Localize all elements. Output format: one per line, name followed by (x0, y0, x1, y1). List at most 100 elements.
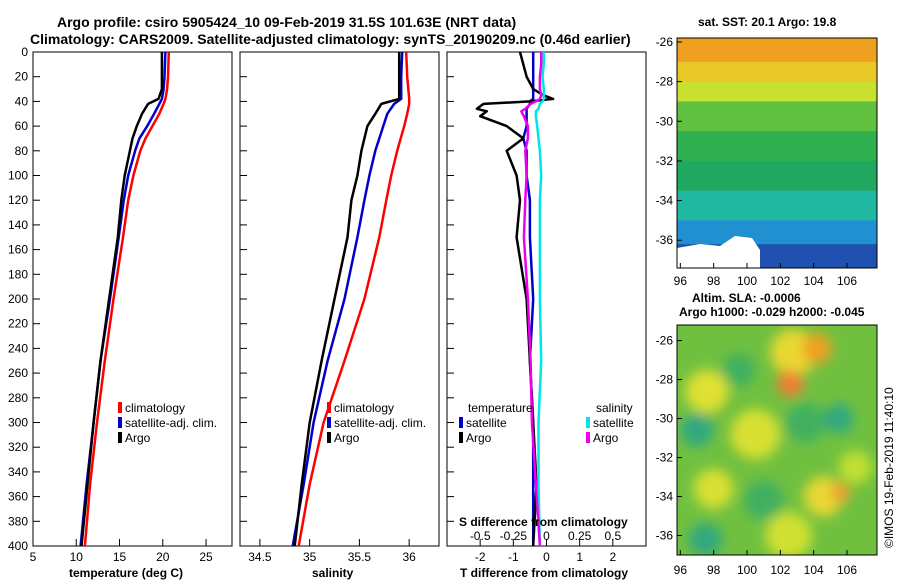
map-lon-label: 106 (837, 274, 857, 288)
legend-s-argo: Argo (593, 431, 619, 445)
sla-anomaly-blob (838, 450, 872, 484)
map-lon-label: 98 (707, 274, 721, 288)
temperature-x-label: temperature (deg C) (69, 566, 183, 580)
s-tick-label: 0 (543, 529, 550, 543)
sla-anomaly-blob (823, 403, 854, 434)
map-lat-label: -36 (656, 529, 674, 543)
legend-swatch-satellite (327, 417, 331, 428)
series-line-s-satellite (534, 52, 546, 546)
legend-satellite-adj: satellite-adj. clim. (125, 416, 217, 430)
series-line-climatology (297, 52, 411, 546)
depth-tick-label: 360 (8, 490, 28, 504)
difference-panel: -2 -1 0 1 2 -0.5 -0.25 0 0.25 0.5 (470, 52, 621, 564)
x-tick-label: 10 (70, 550, 84, 564)
depth-tick-label: 200 (8, 292, 28, 306)
legend-swatch-t-satellite (459, 417, 463, 428)
depth-tick-label: 180 (8, 267, 28, 281)
s-tick-label: -0.5 (470, 529, 491, 543)
s-tick-label: -0.25 (500, 529, 528, 543)
map-lon-label: 104 (804, 563, 824, 577)
salinity-panel: 34.5 35 35.5 36 (248, 52, 416, 564)
depth-tick-label: 60 (15, 119, 29, 133)
depth-tick-label: 100 (8, 169, 28, 183)
sst-map (677, 38, 877, 268)
temperature-legend: climatology satellite-adj. clim. Argo (118, 401, 217, 445)
legend-swatch-argo (118, 432, 122, 443)
map-lon-label: 104 (804, 274, 824, 288)
x-tick-label: 5 (30, 550, 37, 564)
depth-tick-label: 340 (8, 465, 28, 479)
s-difference-x-label: S difference from climatology (459, 515, 628, 529)
map-lat-label: -28 (656, 373, 674, 387)
sla-anomaly-blob (693, 468, 734, 509)
figure-title-line2: Climatology: CARS2009. Satellite-adjuste… (30, 31, 631, 47)
depth-tick-label: 120 (8, 193, 28, 207)
legend-climatology: climatology (125, 401, 185, 415)
sla-map (677, 325, 877, 555)
series-line-s-argo (520, 52, 543, 546)
salinity-panel-frame (239, 51, 440, 547)
depth-tick-label: 240 (8, 341, 28, 355)
sla-anomaly-blob (685, 369, 729, 413)
depth-tick-label: 80 (15, 144, 29, 158)
sla-anomaly-blob (785, 402, 826, 443)
sst-band (677, 160, 877, 192)
map-lat-label: -32 (656, 154, 674, 168)
map-lon-label: 100 (737, 274, 757, 288)
s-tick-label: 0.25 (568, 529, 592, 543)
map-lat-label: -30 (656, 114, 674, 128)
legend-climatology: climatology (334, 401, 394, 415)
sla-anomaly-blob (688, 522, 722, 555)
map-lon-label: 102 (770, 274, 790, 288)
x-tick-label: 25 (199, 550, 213, 564)
difference-panel-frame (446, 51, 647, 547)
legend-satellite-adj: satellite-adj. clim. (334, 416, 426, 430)
sla-anomaly-blob (765, 512, 812, 555)
sst-band (677, 61, 877, 83)
sla-anomaly-blob (777, 370, 804, 397)
figure-title-line1: Argo profile: csiro 5905424_10 09-Feb-20… (57, 14, 516, 30)
depth-tick-label: 140 (8, 218, 28, 232)
x-tick-label: -2 (475, 550, 486, 564)
map-lat-label: -28 (656, 75, 674, 89)
legend-swatch-t-argo (459, 432, 463, 443)
difference-legend: temperature salinity satellite Argo sate… (459, 401, 634, 445)
legend-swatch-s-argo (586, 432, 590, 443)
sst-band (677, 38, 877, 63)
depth-tick-label: 160 (8, 243, 28, 257)
map-lat-label: -34 (656, 490, 674, 504)
t-difference-x-label: T difference from climatology (460, 566, 628, 580)
legend-argo: Argo (125, 431, 151, 445)
x-tick-label: 34.5 (248, 550, 272, 564)
sla-map-frame (676, 324, 878, 556)
sst-band (677, 220, 877, 246)
legend-swatch-satellite (118, 417, 122, 428)
series-line-satellite-adj-clim- (291, 52, 404, 546)
x-tick-label: 36 (402, 550, 416, 564)
x-tick-label: 15 (113, 550, 127, 564)
imos-credit: ©IMOS 19-Feb-2019 11:40:10 (882, 387, 896, 548)
map-lon-label: 98 (707, 563, 721, 577)
map-lat-label: -34 (656, 194, 674, 208)
sla-map-title-line2: Argo h1000: -0.029 h2000: -0.045 (679, 305, 865, 319)
sla-anomaly-blob (730, 409, 781, 460)
sla-map-axes: 96 98 100 102 104 106 -26 -28 -30 -32 -34 -36 (656, 334, 858, 577)
series-line-t-argo (475, 52, 555, 546)
sla-anomaly-blob (830, 482, 851, 503)
depth-tick-label: 320 (8, 440, 28, 454)
map-lon-label: 100 (737, 563, 757, 577)
x-tick-label: -1 (508, 550, 519, 564)
sla-anomaly-blob (743, 480, 784, 521)
x-tick-label: 20 (156, 550, 170, 564)
sst-map-axes: 96 98 100 102 104 106 -26 -28 -30 -32 -34 -36 (656, 35, 858, 288)
depth-tick-label: 260 (8, 366, 28, 380)
depth-tick-label: 220 (8, 317, 28, 331)
legend-swatch-climatology (118, 402, 122, 413)
depth-tick-label: 20 (15, 70, 29, 84)
series-line-climatology (83, 52, 171, 546)
legend-t-argo: Argo (466, 431, 492, 445)
legend-s-satellite: satellite (593, 416, 634, 430)
series-line-argo (80, 52, 164, 546)
map-lat-label: -32 (656, 451, 674, 465)
